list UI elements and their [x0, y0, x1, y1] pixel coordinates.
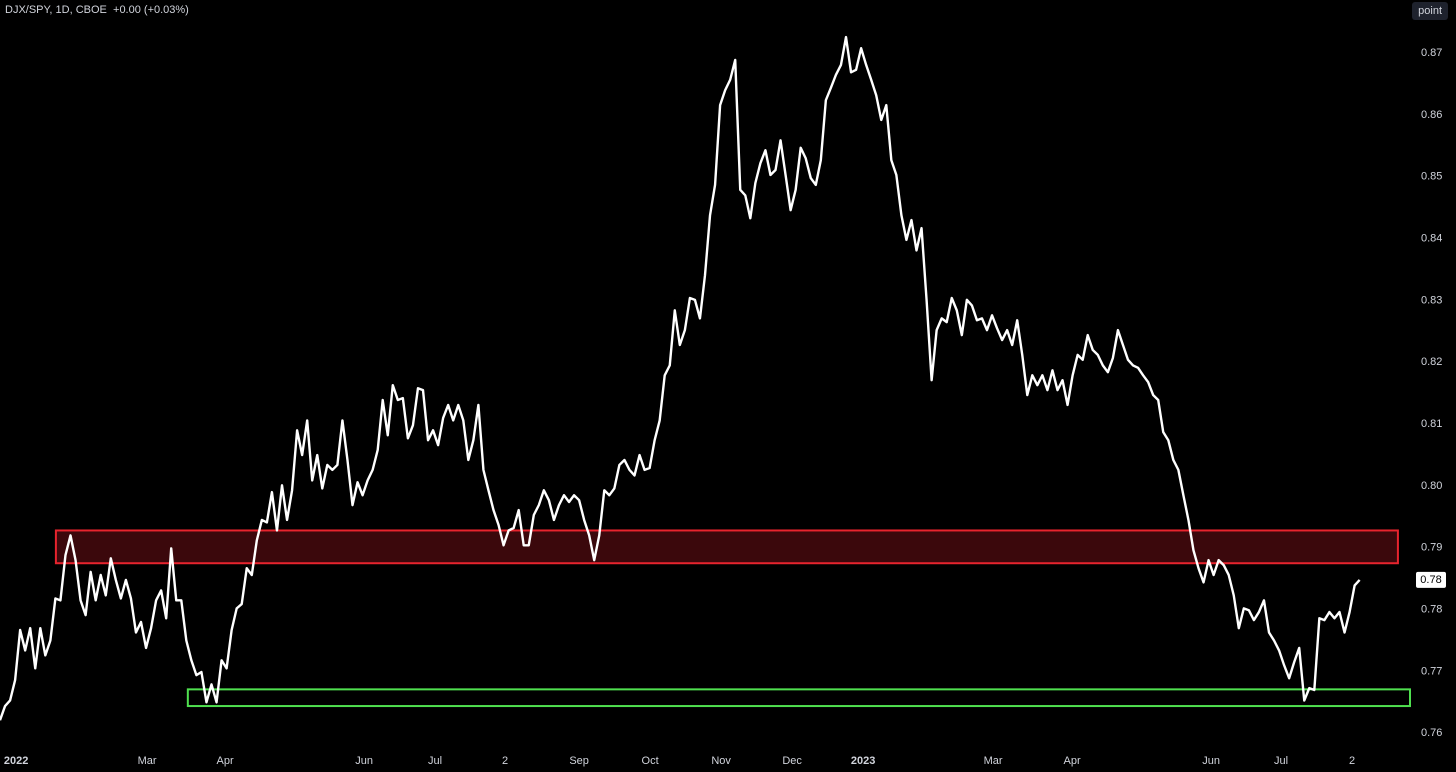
x-tick-label: Sep — [569, 755, 589, 767]
y-tick-label: 0.82 — [1421, 356, 1442, 368]
y-tick-label: 0.81 — [1421, 418, 1442, 430]
scale-button[interactable]: point — [1412, 2, 1448, 20]
y-tick-label: 0.77 — [1421, 665, 1442, 677]
y-tick-label: 0.80 — [1421, 480, 1442, 492]
x-tick-label: Apr — [217, 755, 234, 767]
x-tick-label: 2 — [502, 755, 508, 767]
y-tick-label: 0.83 — [1421, 294, 1442, 306]
x-tick-label: 2023 — [851, 755, 875, 767]
y-tick-label: 0.79 — [1421, 542, 1442, 554]
x-tick-label: Jul — [1274, 755, 1288, 767]
y-tick-label: 0.78 — [1421, 604, 1442, 616]
x-tick-label: Nov — [711, 755, 731, 767]
price-line — [0, 35, 1361, 721]
x-tick-label: Oct — [642, 755, 659, 767]
x-tick-label: Mar — [984, 755, 1003, 767]
zone — [54, 529, 1399, 565]
last-value-box — [1416, 571, 1446, 588]
y-tick-label: 0.76 — [1421, 727, 1442, 739]
zone — [186, 688, 1411, 708]
symbol: DJX/SPY, 1D, CBOE — [5, 4, 107, 16]
x-tick-label: Apr — [1064, 755, 1081, 767]
y-tick-label: 0.86 — [1421, 109, 1442, 121]
y-tick-label: 0.85 — [1421, 171, 1442, 183]
y-tick-label: 0.84 — [1421, 233, 1442, 245]
x-tick-label: Jun — [1202, 755, 1220, 767]
x-tick-label: Jun — [355, 755, 373, 767]
last-value-label: 0.78 — [1420, 574, 1441, 586]
change: +0.00 (+0.03%) — [113, 4, 189, 16]
x-tick-label: Jul — [428, 755, 442, 767]
x-tick-label: Dec — [782, 755, 802, 767]
x-tick-label: Mar — [138, 755, 157, 767]
y-tick-label: 0.87 — [1421, 47, 1442, 59]
legend: DJX/SPY, 1D, CBOE +0.00 (+0.03%) — [5, 4, 189, 16]
x-tick-label: 2 — [1349, 755, 1355, 767]
x-tick-label: 2022 — [4, 755, 28, 767]
